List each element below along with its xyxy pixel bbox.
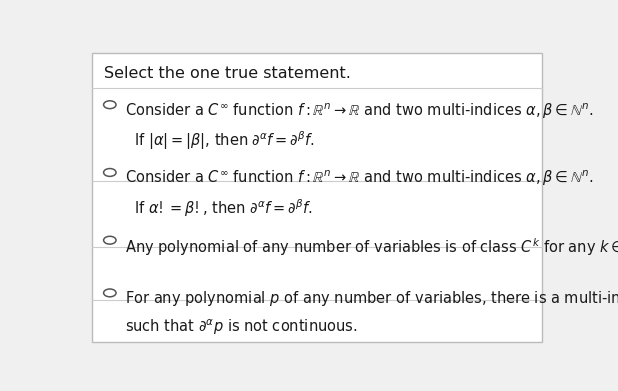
Text: Select the one true statement.: Select the one true statement. xyxy=(104,66,350,81)
Text: For any polynomial $p$ of any number of variables, there is a multi-index $\alph: For any polynomial $p$ of any number of … xyxy=(125,289,618,308)
Text: Consider a $C^{\infty}$ function $f: \mathbb{R}^n \to \mathbb{R}$ and two multi-: Consider a $C^{\infty}$ function $f: \ma… xyxy=(125,169,594,188)
Text: If $|\alpha| = |\beta|$, then $\partial^\alpha f = \partial^\beta f$.: If $|\alpha| = |\beta|$, then $\partial^… xyxy=(133,130,315,152)
Text: such that $\partial^\alpha p$ is not continuous.: such that $\partial^\alpha p$ is not con… xyxy=(125,318,358,337)
FancyBboxPatch shape xyxy=(91,53,542,342)
Text: Consider a $C^{\infty}$ function $f: \mathbb{R}^n \to \mathbb{R}$ and two multi-: Consider a $C^{\infty}$ function $f: \ma… xyxy=(125,101,594,121)
Text: If $\alpha! = \beta!$, then $\partial^\alpha f = \partial^\beta f$.: If $\alpha! = \beta!$, then $\partial^\a… xyxy=(133,197,313,219)
Text: Any polynomial of any number of variables is of class $C^{k}$ for any $k \in \ma: Any polynomial of any number of variable… xyxy=(125,237,618,258)
